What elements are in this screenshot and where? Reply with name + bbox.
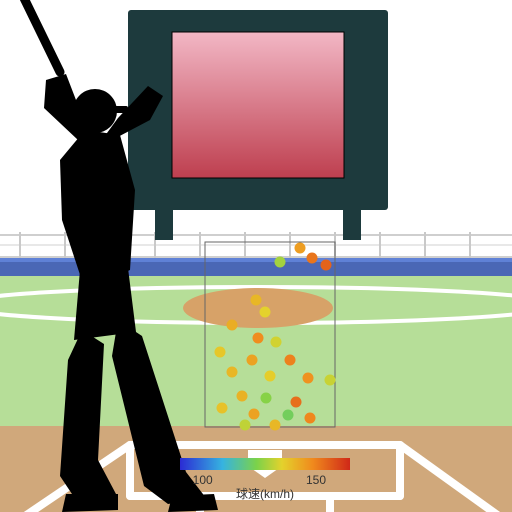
scoreboard-screen — [172, 32, 344, 178]
pitch-point — [295, 243, 306, 254]
pitch-point — [291, 397, 302, 408]
pitch-point — [247, 355, 258, 366]
legend-colorbar — [180, 458, 350, 470]
pitch-point — [307, 253, 318, 264]
batter-front-foot — [168, 494, 218, 512]
legend-tick-label: 150 — [306, 473, 326, 487]
pitch-point — [260, 307, 271, 318]
scoreboard-leg — [343, 210, 361, 240]
pitch-point — [227, 367, 238, 378]
helmet-brim — [108, 106, 128, 113]
pitch-point — [227, 320, 238, 331]
pitch-point — [325, 375, 336, 386]
legend-axis-label: 球速(km/h) — [236, 487, 294, 501]
pitch-point — [270, 420, 281, 431]
scoreboard-leg — [155, 210, 173, 240]
pitch-point — [251, 295, 262, 306]
pitch-point — [265, 371, 276, 382]
pitch-point — [217, 403, 228, 414]
pitch-point — [275, 257, 286, 268]
batter-back-foot — [62, 494, 118, 512]
pitch-point — [271, 337, 282, 348]
pitch-point — [261, 393, 272, 404]
pitch-point — [253, 333, 264, 344]
pitch-point — [249, 409, 260, 420]
pitch-point — [305, 413, 316, 424]
legend-tick-label: 100 — [193, 473, 213, 487]
pitch-point — [240, 420, 251, 431]
pitch-point — [321, 260, 332, 271]
pitch-point — [215, 347, 226, 358]
pitch-point — [283, 410, 294, 421]
pitch-point — [237, 391, 248, 402]
pitch-point — [285, 355, 296, 366]
pitch-point — [303, 373, 314, 384]
